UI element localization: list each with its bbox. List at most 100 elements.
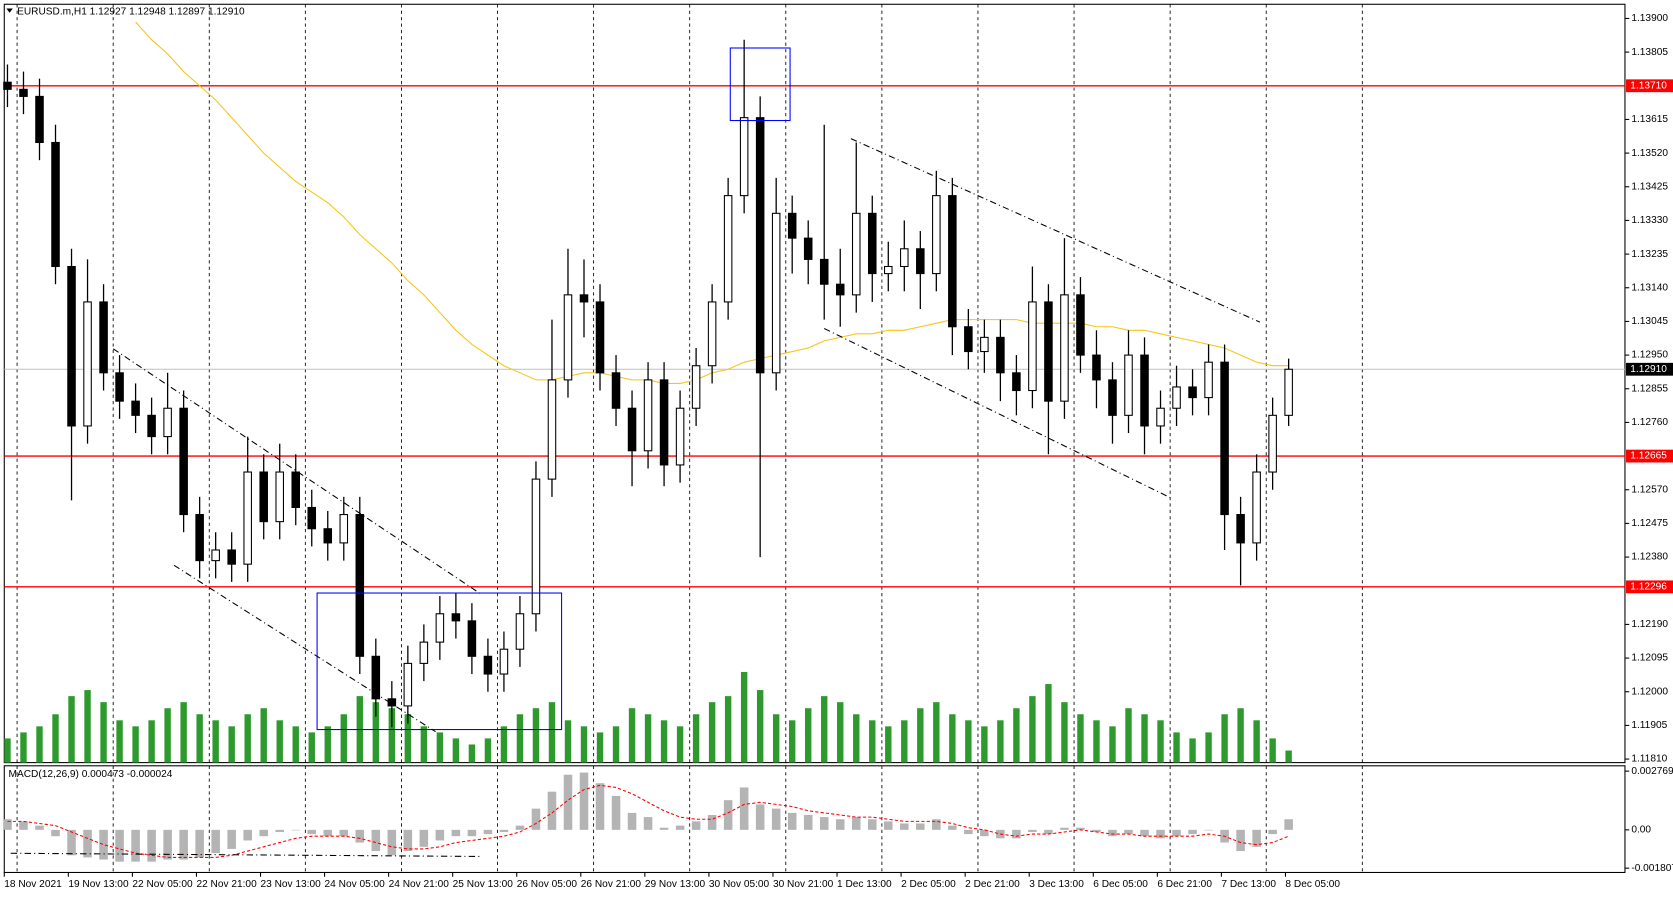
candle-body — [1204, 361, 1213, 399]
macd-bar — [51, 829, 60, 837]
volume-bar — [148, 720, 155, 763]
volume-bar — [628, 708, 636, 763]
macd-bar — [35, 825, 44, 830]
volume-bar — [20, 732, 27, 763]
volume-bar — [933, 702, 940, 763]
x-tick-label: 2 Dec 21:00 — [965, 879, 1020, 890]
macd-bar — [1108, 829, 1117, 837]
volume-bar — [1077, 714, 1084, 763]
volume-bar — [164, 708, 171, 763]
y-tick-label: 1.11810 — [1631, 754, 1667, 765]
level-label-box — [1626, 580, 1673, 594]
macd-bar — [1124, 829, 1133, 835]
candle-body — [467, 620, 477, 657]
volume-bar — [612, 726, 620, 763]
candle-body — [707, 301, 717, 367]
candle-body — [1188, 386, 1197, 399]
volume-bar — [917, 708, 924, 763]
volume-bar — [1029, 696, 1036, 763]
macd-bar — [803, 815, 813, 830]
macd-bar — [531, 808, 541, 830]
volume-bar — [644, 714, 652, 763]
x-tick-label: 19 Nov 13:00 — [68, 879, 129, 890]
trend-line — [850, 138, 1261, 323]
candle-body — [964, 326, 973, 353]
macd-bar — [371, 829, 381, 852]
macd-bar — [851, 817, 861, 830]
trend-line — [112, 348, 483, 596]
volume-bar — [1221, 714, 1228, 763]
volume-bar — [1061, 702, 1068, 763]
macd-bar — [1252, 829, 1261, 847]
macd-bar — [819, 817, 829, 830]
macd-bar — [179, 829, 188, 860]
macd-bar — [1236, 829, 1245, 852]
volume-bar — [1109, 726, 1116, 763]
candle-body — [35, 95, 44, 144]
trend-line — [823, 328, 1172, 499]
candle-body — [499, 648, 509, 675]
candle-body — [996, 336, 1005, 374]
candle-body — [867, 212, 877, 275]
y-tick-label: 1.13045 — [1631, 316, 1668, 327]
candle-body — [3, 81, 12, 90]
volume-bar — [981, 726, 988, 763]
x-tick-label: 25 Nov 13:00 — [453, 879, 514, 890]
volume-bar — [4, 738, 11, 763]
volume-bar — [388, 708, 396, 763]
volume-bar — [596, 732, 604, 763]
candle-body — [948, 195, 957, 328]
macd-bar — [467, 829, 477, 837]
volume-bar — [1205, 732, 1212, 763]
macd-bar — [131, 829, 140, 862]
candle-body — [1284, 368, 1293, 416]
volume-bar — [756, 690, 764, 763]
macd-signal — [7, 784, 1289, 858]
volume-bar — [965, 720, 972, 763]
macd-panel — [3, 765, 1626, 874]
x-tick-label: 29 Nov 13:00 — [645, 879, 706, 890]
macd-bar — [259, 829, 268, 837]
candle-body — [755, 117, 765, 374]
macd-bar — [932, 819, 941, 830]
level-label: 1.13710 — [1630, 80, 1667, 91]
x-tick-label: 6 Dec 21:00 — [1157, 879, 1212, 890]
macd-bar — [755, 804, 765, 830]
candle-body — [1172, 386, 1181, 409]
x-tick-label: 3 Dec 13:00 — [1029, 879, 1084, 890]
volume-bar — [436, 732, 444, 763]
candle-body — [803, 237, 813, 260]
candle-body — [579, 294, 589, 303]
candle-body — [515, 613, 525, 650]
volume-bar — [805, 708, 812, 763]
volume-bar — [1093, 720, 1100, 763]
menu-arrow[interactable] — [6, 8, 13, 13]
candle-body — [531, 478, 541, 615]
candle-body — [355, 514, 365, 657]
macd-bar — [451, 829, 461, 837]
macd-bar — [1204, 829, 1213, 831]
candle-body — [916, 248, 925, 275]
volume-bar — [340, 714, 347, 763]
candle-body — [275, 471, 284, 523]
candle-body — [211, 549, 220, 562]
macd-bar — [3, 819, 12, 830]
volume-bar — [52, 714, 59, 763]
volume-bar — [516, 714, 524, 763]
macd-bar — [595, 783, 605, 830]
candle-body — [884, 265, 893, 275]
level-label-box — [1626, 449, 1673, 463]
macd-bar — [707, 815, 717, 830]
macd-bar — [723, 800, 733, 830]
macd-bar — [1076, 827, 1085, 830]
volume-bar — [740, 671, 748, 763]
macd-bar — [611, 795, 621, 830]
volume-bar — [484, 738, 492, 763]
trend-line — [10, 852, 483, 858]
candle-body — [243, 471, 252, 565]
candle-body — [1252, 471, 1261, 544]
candle-body — [547, 379, 557, 480]
candle-body — [195, 514, 204, 562]
macd-y-tick-label: 0.00 — [1631, 825, 1651, 836]
